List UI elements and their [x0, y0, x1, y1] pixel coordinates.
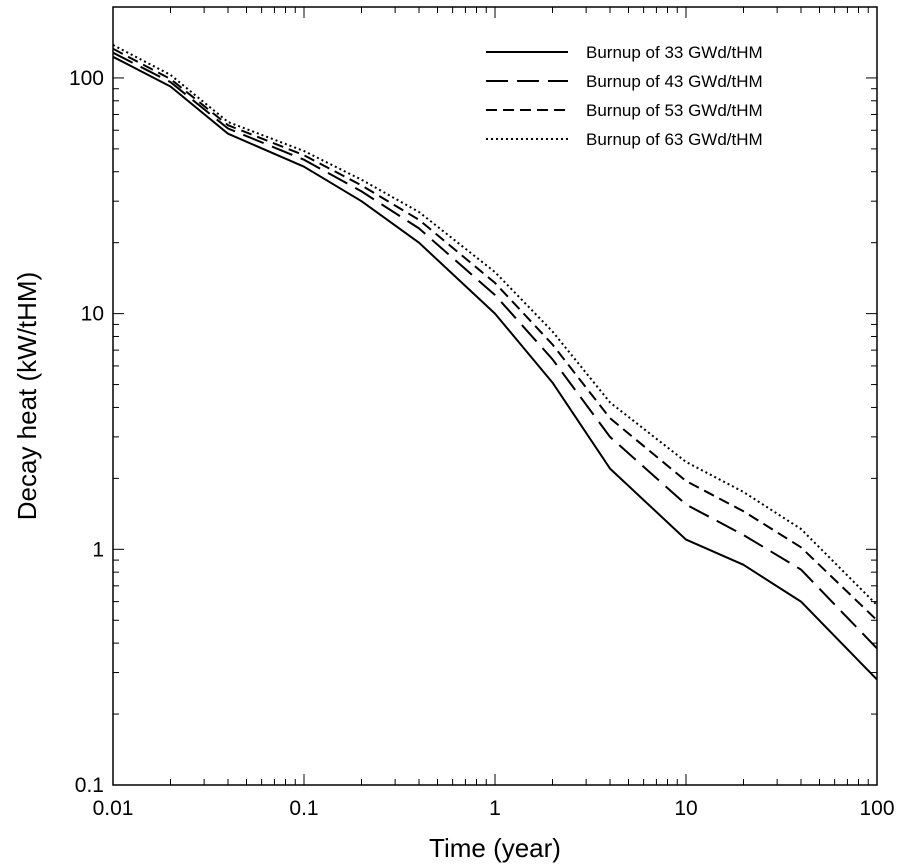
x-tick-label: 0.01	[93, 797, 134, 820]
series-line-1	[112, 55, 878, 681]
axis-ticks	[112, 6, 877, 786]
y-tick-label: 0.1	[75, 774, 104, 797]
x-tick-label: 100	[859, 797, 894, 820]
y-tick-label: 1	[92, 538, 104, 561]
legend-label-4: Burnup of 63 GWd/tHM	[586, 130, 763, 149]
series-line-2	[112, 51, 878, 650]
series-line-3	[112, 47, 878, 622]
legend-label-1: Burnup of 33 GWd/tHM	[586, 43, 763, 62]
y-tick-label: 10	[81, 303, 104, 326]
y-tick-label: 100	[69, 67, 104, 90]
y-axis-title: Decay heat (kW/tHM)	[12, 272, 42, 521]
legend-label-2: Burnup of 43 GWd/tHM	[586, 72, 763, 91]
x-tick-label: 0.1	[289, 797, 318, 820]
x-axis-title: Time (year)	[429, 833, 561, 863]
legend-label-3: Burnup of 53 GWd/tHM	[586, 101, 763, 120]
x-tick-label: 10	[674, 797, 697, 820]
series-lines	[112, 44, 878, 681]
legend: Burnup of 33 GWd/tHM Burnup of 43 GWd/tHM…	[486, 43, 763, 149]
x-tick-label: 1	[489, 797, 501, 820]
